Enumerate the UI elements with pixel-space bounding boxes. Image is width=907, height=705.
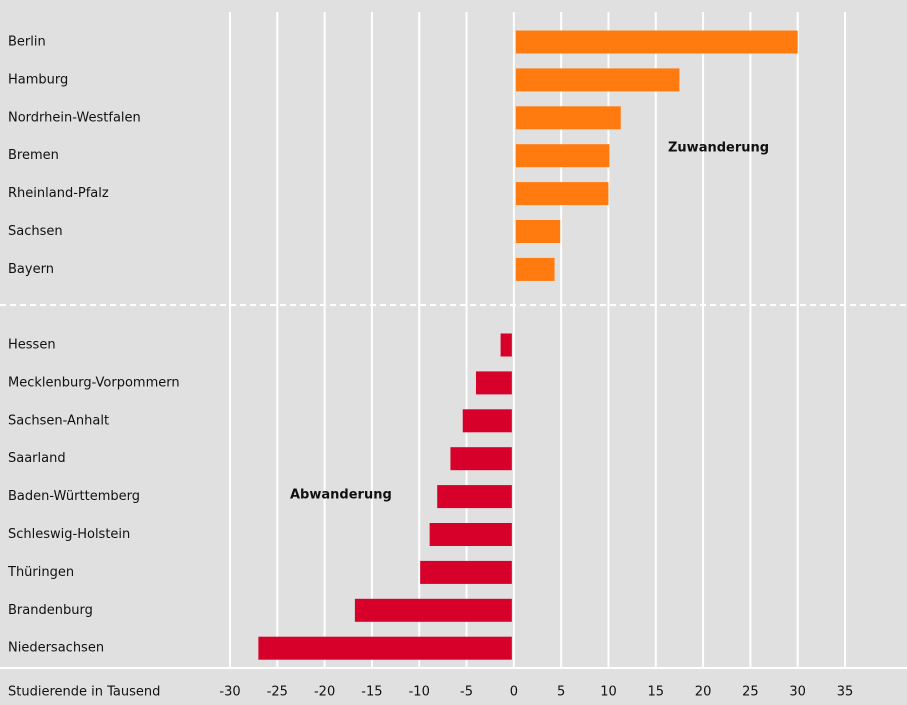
x-tick-label: 5 bbox=[557, 685, 565, 700]
bar bbox=[515, 220, 561, 243]
annotation: Zuwanderung bbox=[668, 141, 769, 156]
bar bbox=[515, 68, 680, 92]
x-tick-label: 20 bbox=[695, 685, 712, 700]
x-axis-label: Studierende in Tausend bbox=[8, 685, 160, 700]
bar bbox=[515, 30, 798, 54]
y-tick-label: Schleswig-Holstein bbox=[8, 527, 130, 542]
bar bbox=[500, 333, 512, 357]
x-tick-label: -10 bbox=[409, 685, 430, 700]
bar bbox=[429, 523, 512, 546]
y-tick-label: Bremen bbox=[8, 148, 59, 163]
y-tick-label: Hessen bbox=[8, 338, 56, 353]
bar bbox=[476, 371, 512, 395]
x-tick-label: 0 bbox=[510, 685, 518, 700]
bar bbox=[450, 447, 512, 471]
bar bbox=[354, 598, 512, 622]
y-tick-label: Nordrhein-Westfalen bbox=[8, 110, 141, 125]
y-tick-label: Saarland bbox=[8, 451, 66, 466]
bar bbox=[515, 106, 621, 130]
y-tick-label: Bayern bbox=[8, 262, 54, 277]
x-tick-label: -5 bbox=[460, 685, 473, 700]
y-tick-label: Niedersachsen bbox=[8, 641, 104, 656]
bar bbox=[515, 182, 609, 206]
x-tick-label: 30 bbox=[789, 685, 806, 700]
bar bbox=[258, 636, 512, 660]
y-tick-label: Hamburg bbox=[8, 72, 68, 87]
y-tick-label: Berlin bbox=[8, 35, 46, 50]
bar bbox=[515, 257, 555, 281]
x-tick-label: -20 bbox=[314, 685, 335, 700]
x-tick-label: 25 bbox=[742, 685, 759, 700]
x-tick-label: 35 bbox=[837, 685, 854, 700]
x-tick-label: -30 bbox=[219, 685, 240, 700]
bar bbox=[462, 409, 512, 433]
y-tick-label: Baden-Württemberg bbox=[8, 489, 140, 504]
y-tick-label: Sachsen bbox=[8, 224, 63, 239]
bar bbox=[515, 144, 610, 168]
x-tick-label: 10 bbox=[600, 685, 617, 700]
y-tick-label: Rheinland-Pfalz bbox=[8, 186, 109, 201]
annotation: Abwanderung bbox=[290, 488, 392, 503]
y-tick-label: Sachsen-Anhalt bbox=[8, 413, 109, 428]
y-tick-label: Brandenburg bbox=[8, 603, 93, 618]
y-tick-label: Thüringen bbox=[7, 565, 74, 580]
bar bbox=[437, 485, 512, 509]
x-tick-label: -25 bbox=[267, 685, 288, 700]
y-tick-label: Mecklenburg-Vorpommern bbox=[8, 375, 180, 390]
x-tick-label: -15 bbox=[361, 685, 382, 700]
bar bbox=[420, 560, 512, 584]
x-tick-label: 15 bbox=[647, 685, 664, 700]
